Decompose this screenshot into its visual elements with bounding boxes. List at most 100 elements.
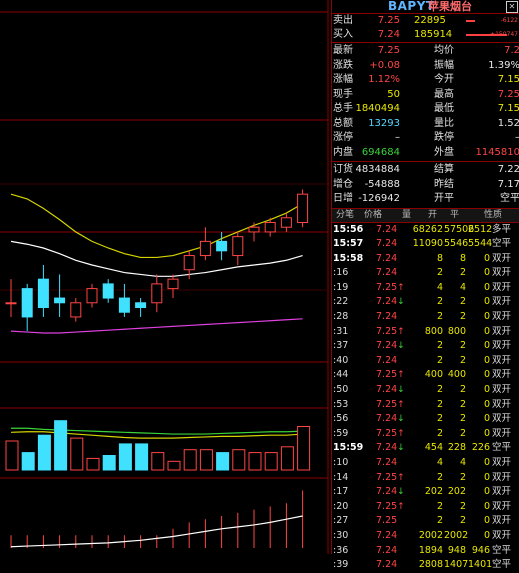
tick-time: 15:58: [333, 252, 364, 264]
tick-row[interactable]: :16 7.24 2 2 0 双开: [332, 266, 519, 281]
quote-row: 总额 13293 量比 1.52: [332, 117, 519, 132]
tick-row[interactable]: :59 7.25↑ 2 2 0 双开: [332, 427, 519, 442]
tick-row[interactable]: :22 7.24↓ 2 2 0 双开: [332, 295, 519, 310]
candle-body: [280, 217, 292, 228]
candle-body: [54, 297, 66, 304]
tick-nature: 双开: [492, 457, 512, 468]
candle-body: [21, 288, 33, 318]
tick-nature: 双开: [492, 311, 512, 323]
tick-row[interactable]: 15:57 7.24 11090 5546 5544 空平: [332, 237, 519, 252]
tick-time: :39: [333, 559, 349, 571]
tick-time: :37: [333, 340, 349, 352]
quote-label: 总额: [333, 117, 353, 129]
stock-header: BAPYT 苹果烟台 ✕: [332, 0, 519, 14]
quote-row: 最新 7.25 均价 7.2: [332, 44, 519, 59]
tick-row[interactable]: :27 7.25 2 2 0 双开: [332, 514, 519, 529]
tick-row[interactable]: :37 7.24↓ 2 2 0 双开: [332, 339, 519, 354]
quote-value: 7.25: [377, 45, 400, 56]
volume-bar: [183, 449, 197, 471]
tick-price: 7.25: [376, 427, 398, 439]
tick-volume: 4: [436, 457, 443, 468]
tick-open: 2: [459, 340, 466, 352]
tick-price: 7.24: [376, 223, 398, 235]
tick-price-cell: 7.25↑: [376, 398, 412, 413]
arrow-down-icon: ↓: [397, 487, 405, 498]
orderbook-price: 7.25: [377, 15, 400, 26]
volume-bar: [280, 446, 294, 471]
tick-time: :59: [333, 427, 349, 439]
quote-label: 总手: [333, 103, 353, 114]
tick-row[interactable]: :36 7.24 1894 948 946 空平: [332, 544, 519, 559]
tick-close: 226: [471, 442, 490, 454]
tick-row[interactable]: :19 7.25↑ 4 4 0 双开: [332, 281, 519, 296]
tick-row[interactable]: 15:58 7.24 8 8 0 双开: [332, 252, 519, 267]
quote-label: 结算: [434, 164, 454, 175]
tick-time: :50: [333, 384, 349, 396]
tick-price-cell: 7.25↑: [376, 281, 412, 296]
tick-time: :31: [333, 325, 349, 337]
tick-open: 2: [459, 500, 466, 512]
candle-body: [199, 240, 211, 257]
quote-row: 日增 -126942 开平 空平: [332, 192, 519, 207]
tick-row[interactable]: :30 7.24 2002 2002 0 双开: [332, 529, 519, 544]
kline-chart[interactable]: [0, 0, 330, 554]
arrow-up-icon: ↑: [397, 282, 405, 293]
tick-row[interactable]: :39 7.24 2808 1407 1401 空平: [332, 558, 519, 573]
tick-price-cell: 7.24↓: [376, 485, 412, 500]
tick-col-header: 平: [450, 209, 460, 220]
candle-body: [5, 302, 17, 305]
tick-row[interactable]: :20 7.25↑ 2 2 0 双开: [332, 500, 519, 515]
quote-row: 涨停 – 跌停 –: [332, 131, 519, 146]
tick-row[interactable]: :56 7.24↓ 2 2 0 双开: [332, 412, 519, 427]
tick-volume: 2: [436, 354, 443, 366]
tick-price: 7.24: [376, 296, 398, 308]
tick-row[interactable]: :28 7.24 2 2 0 双开: [332, 310, 519, 325]
tick-close: 0: [483, 354, 490, 366]
tick-price-cell: 7.25↑: [376, 471, 412, 486]
tick-row[interactable]: :14 7.25↑ 2 2 0 双开: [332, 471, 519, 486]
tick-close: 946: [471, 544, 490, 556]
tick-nature: 双开: [492, 369, 512, 381]
tick-volume: 2: [436, 500, 443, 512]
tick-price: 7.24: [376, 442, 398, 454]
tick-row[interactable]: :50 7.24↓ 2 2 0 双开: [332, 383, 519, 398]
tick-close: 0: [483, 296, 490, 308]
tick-price: 7.24: [376, 311, 398, 323]
quote-label: 跌停: [434, 132, 454, 143]
tick-close: 0: [483, 281, 490, 293]
tick-volume: 4: [436, 281, 443, 293]
close-icon[interactable]: ✕: [506, 1, 518, 13]
tick-close: 0: [483, 457, 490, 468]
tick-price-cell: 7.24↓: [376, 441, 412, 456]
tick-table-header: 分笔 价格 量 开 平 性质: [332, 208, 519, 223]
volume-bar: [264, 452, 278, 471]
tick-nature: 空平: [492, 559, 512, 571]
ma-line-short: [10, 193, 303, 259]
tick-price-cell: 7.24: [376, 310, 412, 325]
tick-open: 1407: [444, 559, 469, 571]
quote-value: 1.12%: [368, 74, 400, 85]
tick-price: 7.25: [376, 500, 398, 512]
tick-row[interactable]: 15:56 7.24 68262 57506 2512 多平: [332, 223, 519, 238]
candle-body: [216, 240, 228, 252]
tick-list[interactable]: 15:56 7.24 68262 57506 2512 多平 15:57 7.24 11090 5…: [332, 223, 519, 573]
tick-price-cell: 7.25↑: [376, 325, 412, 340]
tick-nature: 多平: [492, 223, 512, 235]
tick-row[interactable]: :40 7.24 2 2 0 双开: [332, 354, 519, 369]
tick-row[interactable]: :10 7.24 4 4 0 双开: [332, 456, 519, 471]
tick-row[interactable]: :17 7.24↓ 202 202 0 双开: [332, 485, 519, 500]
tick-row[interactable]: 15:59 7.24↓ 454 228 226 空平: [332, 441, 519, 456]
arrow-up-icon: ↑: [397, 501, 405, 512]
tick-open: 2: [459, 267, 466, 279]
arrow-down-icon: ↓: [397, 414, 405, 425]
quote-label: 现手: [333, 88, 353, 100]
quote-value: +0.08: [369, 59, 400, 71]
tick-row[interactable]: :31 7.25↑ 800 800 0 双开: [332, 325, 519, 340]
tick-row[interactable]: :44 7.25↑ 400 400 0 双开: [332, 368, 519, 383]
tick-volume: 8: [436, 252, 443, 264]
tick-row[interactable]: :53 7.25↑ 2 2 0 双开: [332, 398, 519, 413]
volume-bar: [54, 420, 68, 471]
tick-col-header: 开: [428, 209, 438, 220]
tick-open: 228: [447, 442, 466, 454]
quote-label: 涨停: [333, 132, 353, 143]
